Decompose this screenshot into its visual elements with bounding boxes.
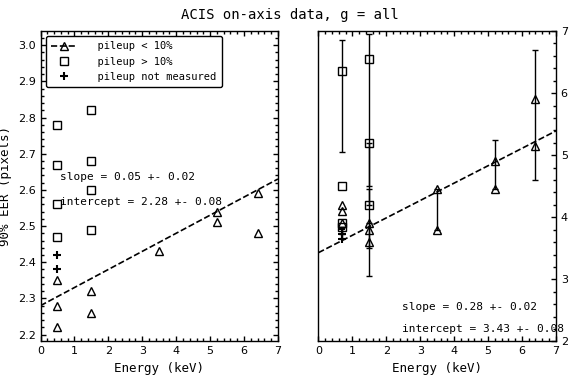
X-axis label: Energy (keV): Energy (keV) (114, 362, 204, 375)
Y-axis label: 90% EER (pixels): 90% EER (pixels) (0, 126, 12, 246)
X-axis label: Energy (keV): Energy (keV) (392, 362, 482, 375)
Text: intercept = 3.43 +- 0.08: intercept = 3.43 +- 0.08 (402, 324, 563, 334)
Text: ACIS on-axis data, g = all: ACIS on-axis data, g = all (181, 8, 398, 22)
Text: intercept = 2.28 +- 0.08: intercept = 2.28 +- 0.08 (60, 197, 222, 207)
Legend:   pileup < 10%,   pileup > 10%,   pileup not measured: pileup < 10%, pileup > 10%, pileup not m… (46, 36, 222, 87)
Text: slope = 0.05 +- 0.02: slope = 0.05 +- 0.02 (60, 172, 195, 182)
Text: slope = 0.28 +- 0.02: slope = 0.28 +- 0.02 (402, 302, 537, 312)
